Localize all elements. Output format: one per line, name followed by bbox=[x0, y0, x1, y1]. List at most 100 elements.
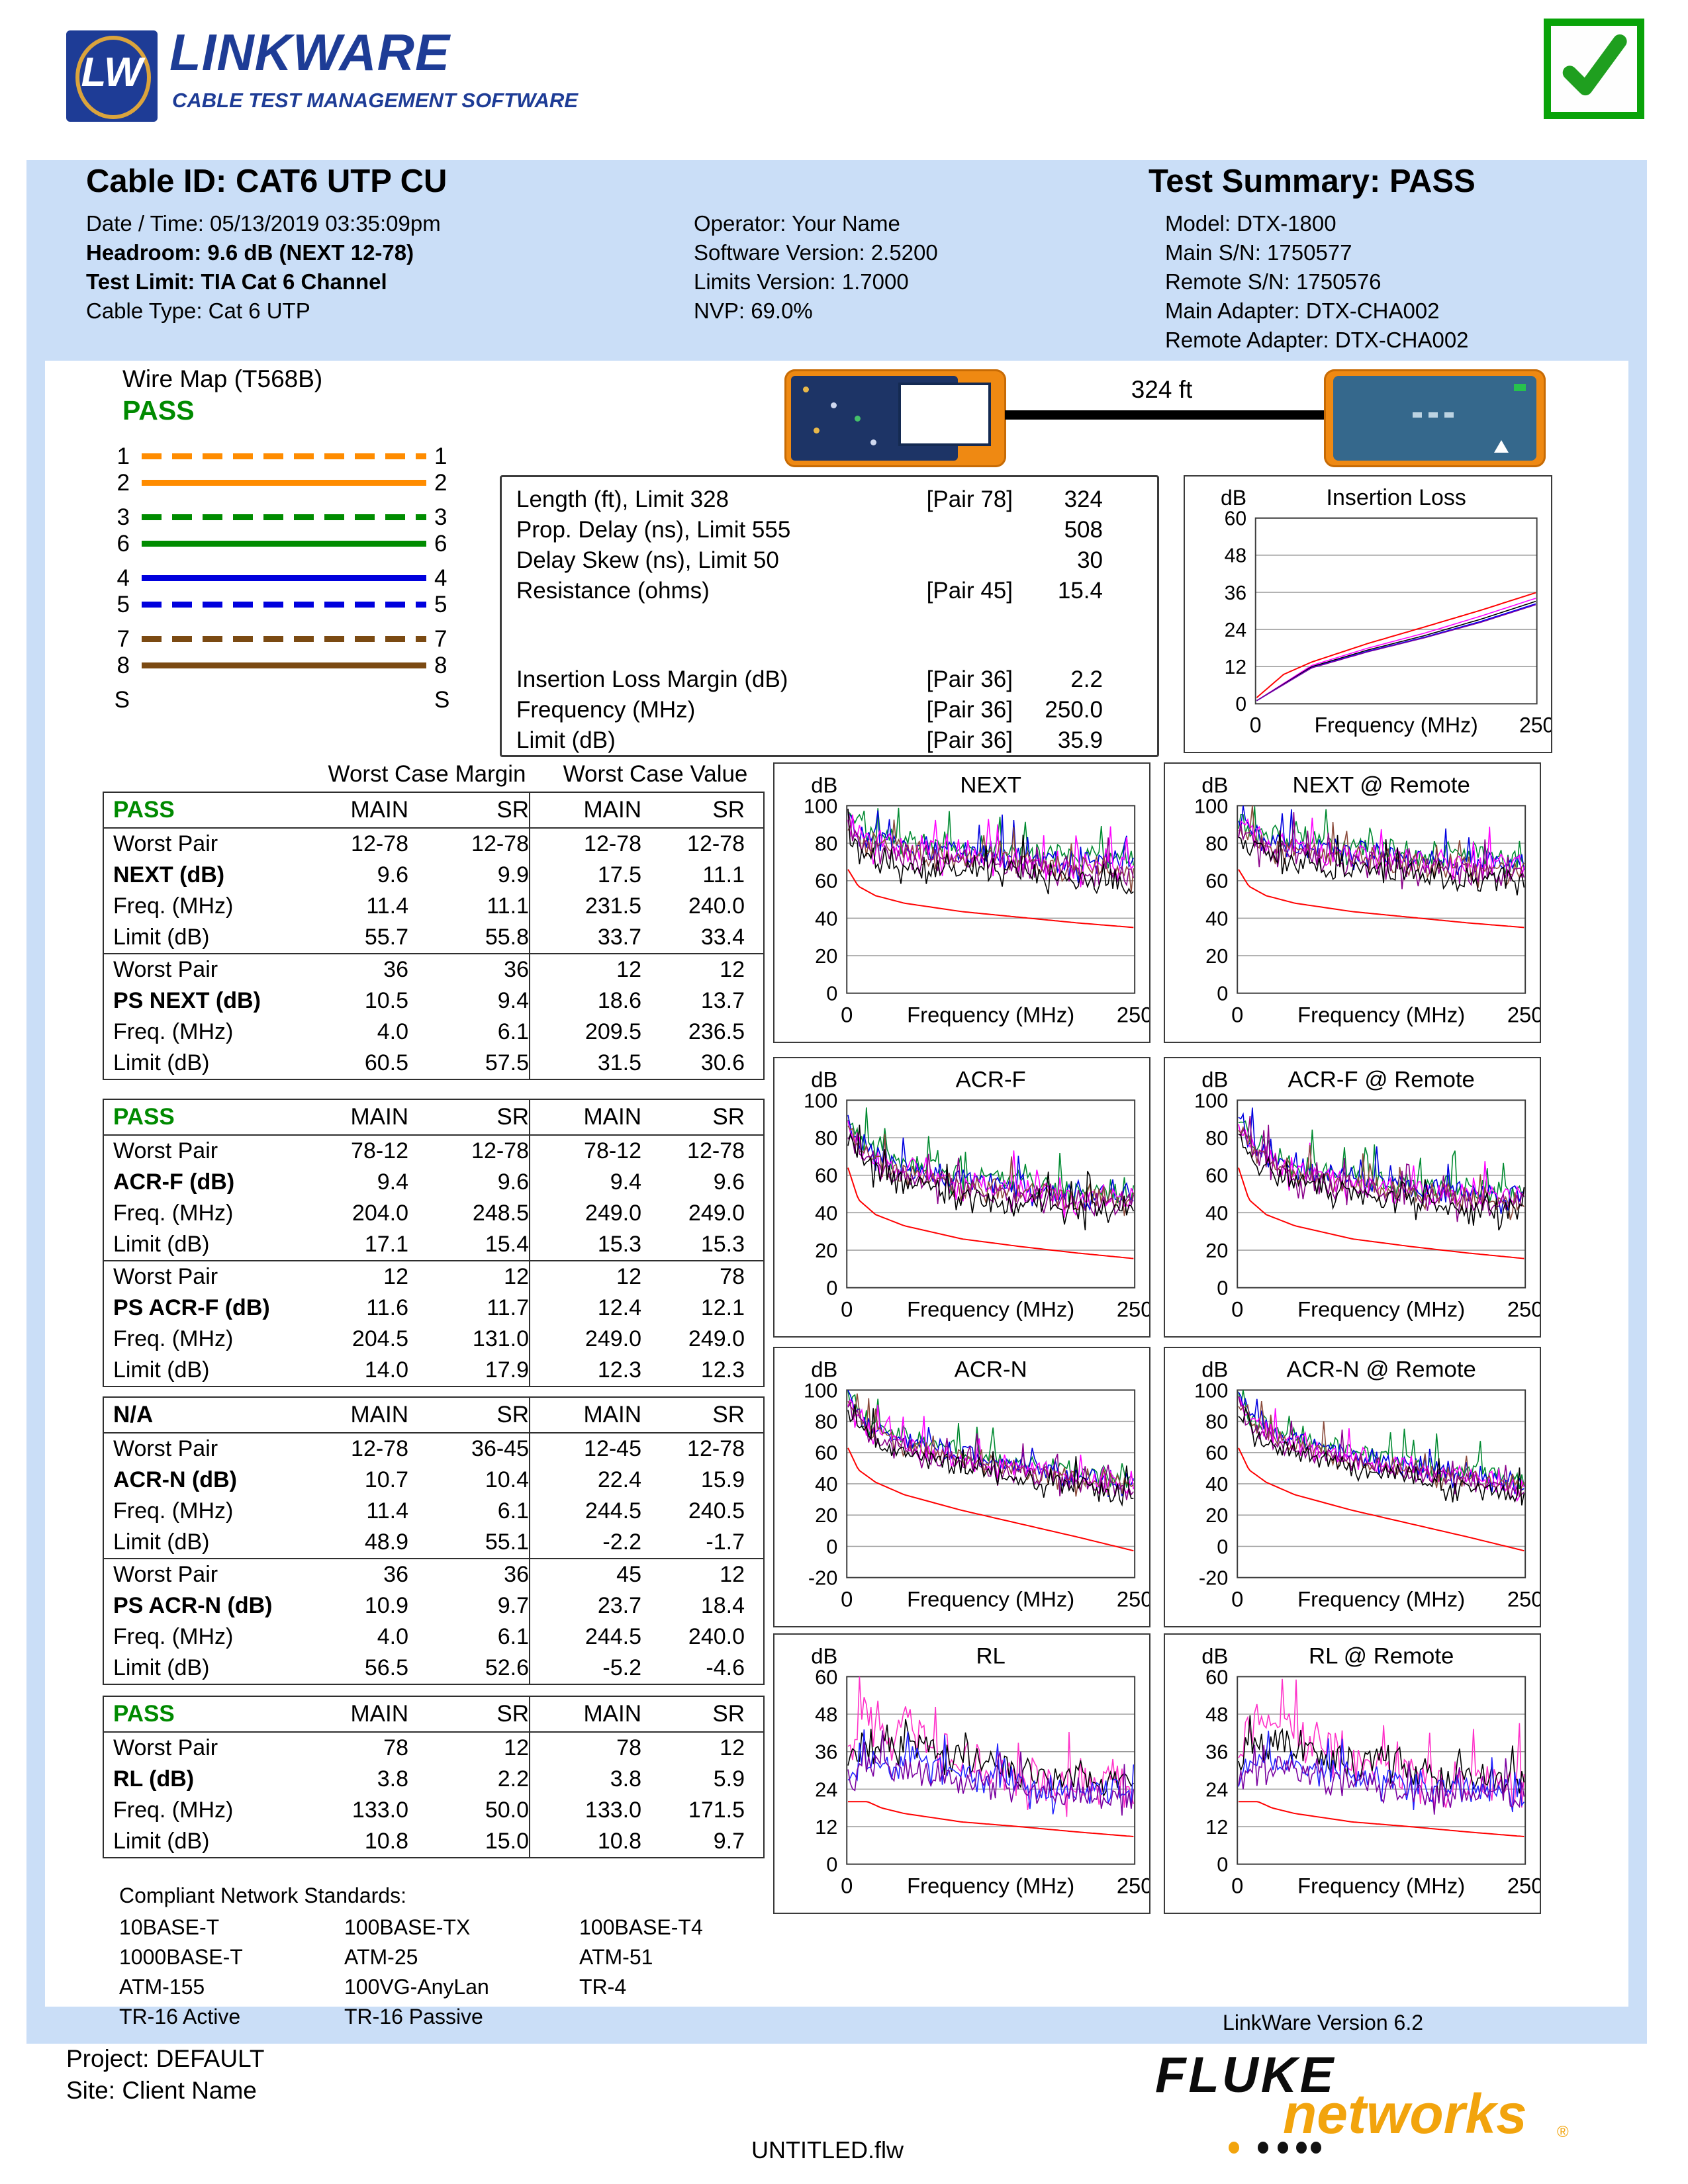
insertion-loss-chart: 60 48 36 24 12 0 dB Insertion Loss 0 Frequency (M… bbox=[1184, 475, 1552, 753]
y-tick-label: 0 bbox=[826, 1277, 837, 1300]
table-row: Worst Pair 36 36 12 12 bbox=[104, 953, 763, 985]
wiremap-pin-left: 2 bbox=[117, 470, 130, 496]
info-line: Headroom: 9.6 dB (NEXT 12-78) bbox=[86, 240, 414, 265]
row-label: Freq. (MHz) bbox=[113, 1326, 234, 1351]
row-value: 36-45 bbox=[471, 1436, 529, 1461]
row-value: 133.0 bbox=[352, 1797, 408, 1823]
y-tick-label: 60 bbox=[1225, 508, 1246, 529]
column-header: MAIN bbox=[529, 1697, 641, 1731]
measurement-row: Length (ft), Limit 328 [Pair 78] 324 bbox=[502, 485, 1157, 514]
row-value: 244.5 bbox=[529, 1621, 641, 1653]
row-value: 171.5 bbox=[688, 1797, 745, 1823]
y-tick-label: 36 bbox=[815, 1741, 837, 1764]
row-value: 204.0 bbox=[352, 1201, 408, 1226]
remote-tester-panel bbox=[1333, 376, 1536, 461]
row-value: 10.8 bbox=[364, 1829, 408, 1854]
check-glyph bbox=[1562, 34, 1627, 96]
x-axis-label: Frequency (MHz) bbox=[907, 1002, 1074, 1026]
y-tick-label: 60 bbox=[1205, 1665, 1228, 1688]
y-tick-label: 60 bbox=[1205, 1441, 1228, 1465]
row-value: 10.5 bbox=[364, 988, 408, 1013]
row-value: 56.5 bbox=[364, 1655, 408, 1680]
measurement-label: Delay Skew (ns), Limit 50 bbox=[516, 547, 779, 573]
y-tick-label: 40 bbox=[1205, 907, 1228, 930]
pass-check-icon bbox=[1544, 19, 1644, 119]
chart-canvas: 60 48 36 24 12 0 dB Insertion Loss 0 Frequency (M… bbox=[1221, 485, 1551, 737]
measurement-row: Frequency (MHz) [Pair 36] 250.0 bbox=[502, 696, 1157, 725]
table-row: Worst Pair 78-12 12-78 78-12 12-78 bbox=[104, 1136, 763, 1167]
y-tick-label: 40 bbox=[1205, 1473, 1228, 1496]
table-row: Freq. (MHz) 204.5 131.0 249.0 249.0 bbox=[104, 1324, 763, 1355]
x-tick-max: 250 bbox=[1117, 1002, 1149, 1026]
logo-title: LINKWARE bbox=[169, 23, 450, 81]
y-tick-label: 20 bbox=[1205, 1504, 1228, 1527]
row-value: 23.7 bbox=[529, 1590, 641, 1621]
y-tick-label: 12 bbox=[1225, 657, 1246, 678]
row-label: Worst Pair bbox=[113, 1138, 218, 1163]
tester-dot bbox=[803, 387, 809, 392]
limit-line bbox=[847, 869, 1134, 929]
y-tick-label: 100 bbox=[804, 1089, 837, 1112]
plot-border bbox=[1237, 1676, 1526, 1865]
networks-logo-text: networks bbox=[1283, 2083, 1527, 2145]
row-value: 9.4 bbox=[377, 1169, 408, 1195]
standards-column-3: 100BASE-T4 ATM-51 TR-4 bbox=[579, 1913, 703, 2002]
main-tester-image bbox=[784, 369, 1006, 467]
wiremap-pin-right: S bbox=[434, 687, 450, 713]
info-line: Limits Version: 1.7000 bbox=[694, 269, 909, 294]
measurement-trace bbox=[1256, 604, 1536, 702]
next-result-table: PASS MAIN SR MAIN SR Worst Pair 12-78 12-78 12-7… bbox=[103, 792, 765, 1080]
row-label: Worst Pair bbox=[113, 1264, 218, 1289]
chart-title: ACR-N @ Remote bbox=[1287, 1357, 1476, 1383]
row-value: 78-12 bbox=[529, 1136, 641, 1167]
x-axis-label: Frequency (MHz) bbox=[1297, 1873, 1465, 1897]
tester-dot bbox=[855, 416, 861, 422]
row-value: 6.1 bbox=[497, 1019, 529, 1044]
table-row: Freq. (MHz) 4.0 6.1 209.5 236.5 bbox=[104, 1017, 763, 1048]
column-header: SR bbox=[712, 1701, 745, 1727]
y-tick-label: 80 bbox=[815, 832, 837, 855]
y-tick-label: 80 bbox=[1205, 1126, 1228, 1150]
chart-title: Insertion Loss bbox=[1327, 485, 1466, 510]
acrf-remote-chart: 100 80 60 40 20 0 dB ACR-F @ Remote 0 Frequency (… bbox=[1164, 1057, 1541, 1338]
row-label: Freq. (MHz) bbox=[113, 1498, 234, 1524]
y-axis-unit: dB bbox=[1221, 486, 1246, 510]
measurement-value: 250.0 bbox=[1045, 697, 1103, 723]
measurement-row: Insertion Loss Margin (dB) [Pair 36] 2.2 bbox=[502, 665, 1157, 694]
chart-title: RL @ Remote bbox=[1309, 1644, 1454, 1669]
y-tick-label: 100 bbox=[1194, 1379, 1228, 1402]
main-tester-screen bbox=[898, 383, 991, 446]
row-value: 18.6 bbox=[529, 985, 641, 1017]
acrf-chart: 100 80 60 40 20 0 dB ACR-F 0 Frequency (MHz) 250 bbox=[773, 1057, 1150, 1338]
standard-item: TR-4 bbox=[579, 1975, 627, 1999]
row-value: 12 bbox=[529, 954, 641, 985]
row-label: Limit (dB) bbox=[113, 1829, 210, 1854]
row-value: 17.1 bbox=[364, 1232, 408, 1257]
x-axis-label: Frequency (MHz) bbox=[907, 1873, 1074, 1897]
chart-title: RL bbox=[976, 1644, 1005, 1669]
row-label: Limit (dB) bbox=[113, 1357, 210, 1383]
row-label: Limit (dB) bbox=[113, 1655, 210, 1680]
row-label: Worst Pair bbox=[113, 831, 218, 856]
row-label: Worst Pair bbox=[113, 1562, 218, 1587]
standard-item: TR-16 Active bbox=[119, 2005, 241, 2028]
x-tick-min: 0 bbox=[1231, 1002, 1243, 1026]
chart-canvas: 100 80 60 40 20 0 dB ACR-F 0 Frequency (MHz) 250 bbox=[804, 1068, 1149, 1322]
x-tick-max: 250 bbox=[1117, 1586, 1149, 1611]
plot-border bbox=[846, 1099, 1136, 1289]
row-value: 22.4 bbox=[529, 1465, 641, 1496]
x-tick-max: 250 bbox=[1507, 1002, 1540, 1026]
table-row: PS NEXT (dB) 10.5 9.4 18.6 13.7 bbox=[104, 985, 763, 1017]
row-value: 2.2 bbox=[497, 1766, 529, 1792]
logo-dot-black bbox=[1278, 2142, 1288, 2154]
row-value: 36 bbox=[504, 957, 529, 982]
table-row: RL (dB) 3.8 2.2 3.8 5.9 bbox=[104, 1764, 763, 1795]
row-value: 9.4 bbox=[529, 1167, 641, 1198]
row-value: 55.7 bbox=[364, 925, 408, 950]
rl-remote-chart: 60 48 36 24 12 0 dB RL @ Remote 0 Frequency (MHz)… bbox=[1164, 1633, 1541, 1914]
wiremap-pin-left: 4 bbox=[117, 565, 130, 591]
chart-title: ACR-F bbox=[956, 1068, 1026, 1093]
column-header: MAIN bbox=[350, 797, 409, 823]
